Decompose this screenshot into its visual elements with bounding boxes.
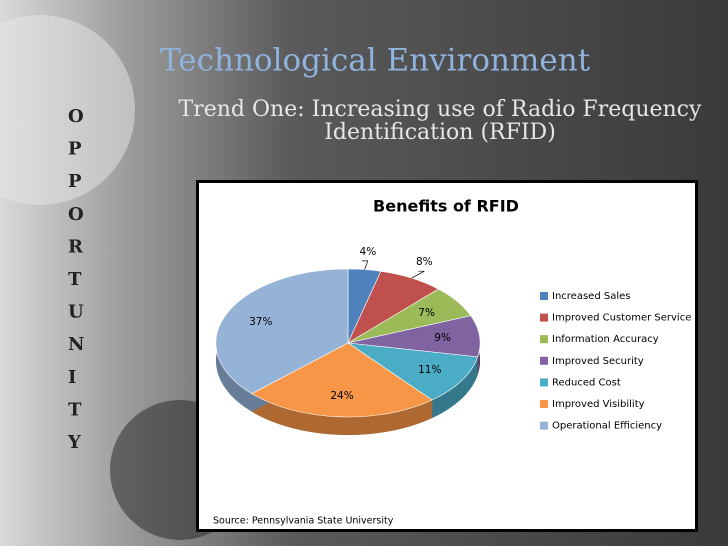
slide-title: Technological Environment (160, 43, 591, 79)
source: Source: Pennsylvania State University (213, 516, 394, 527)
legend-swatch (540, 421, 548, 430)
legend-label: Increased Sales (552, 291, 630, 302)
data-label: 9% (434, 332, 451, 344)
pie-side (251, 393, 433, 435)
legend-label: Improved Visibility (552, 399, 645, 410)
pie-side (432, 356, 478, 419)
side-letter: R (68, 236, 84, 257)
legend-label: Operational Efficiency (552, 421, 662, 432)
pie-slice (251, 342, 433, 418)
leader-line (411, 270, 425, 279)
leader-line (361, 260, 369, 270)
data-label: 37% (249, 316, 272, 328)
data-label: 4% (360, 246, 377, 258)
side-letter: T (68, 269, 82, 290)
side-letter: O (68, 204, 84, 225)
pie-slice (215, 268, 349, 394)
subtitle: Trend One: Increasing use of Radio Frequ… (179, 97, 702, 122)
chart-title: Benefits of RFID (373, 197, 519, 216)
side-letter: T (68, 399, 82, 420)
side-letter: I (68, 367, 76, 388)
legend-swatch (540, 292, 548, 300)
data-label: 8% (416, 256, 433, 268)
legend-label: Reduced Cost (552, 377, 621, 388)
background-shape (0, 15, 135, 205)
side-letter: P (68, 171, 82, 192)
legend-swatch (540, 335, 548, 344)
data-label: 11% (418, 364, 441, 376)
subtitle: Identification (RFID) (324, 120, 556, 145)
side-letter: O (68, 106, 84, 127)
legend-swatch (540, 356, 548, 365)
legend-swatch (540, 378, 548, 387)
side-letter: Y (67, 432, 82, 453)
data-label: 7% (418, 307, 435, 319)
legend-label: Improved Security (552, 356, 644, 367)
pie-slice (347, 342, 479, 401)
side-letter: N (68, 334, 84, 355)
legend-swatch (540, 313, 548, 322)
side-letter: U (68, 302, 84, 323)
side-letter: P (68, 139, 82, 160)
data-label: 24% (330, 390, 353, 402)
legend-label: Improved Customer Service (552, 313, 691, 324)
legend-label: Information Accuracy (552, 334, 659, 345)
legend-swatch (540, 400, 548, 408)
